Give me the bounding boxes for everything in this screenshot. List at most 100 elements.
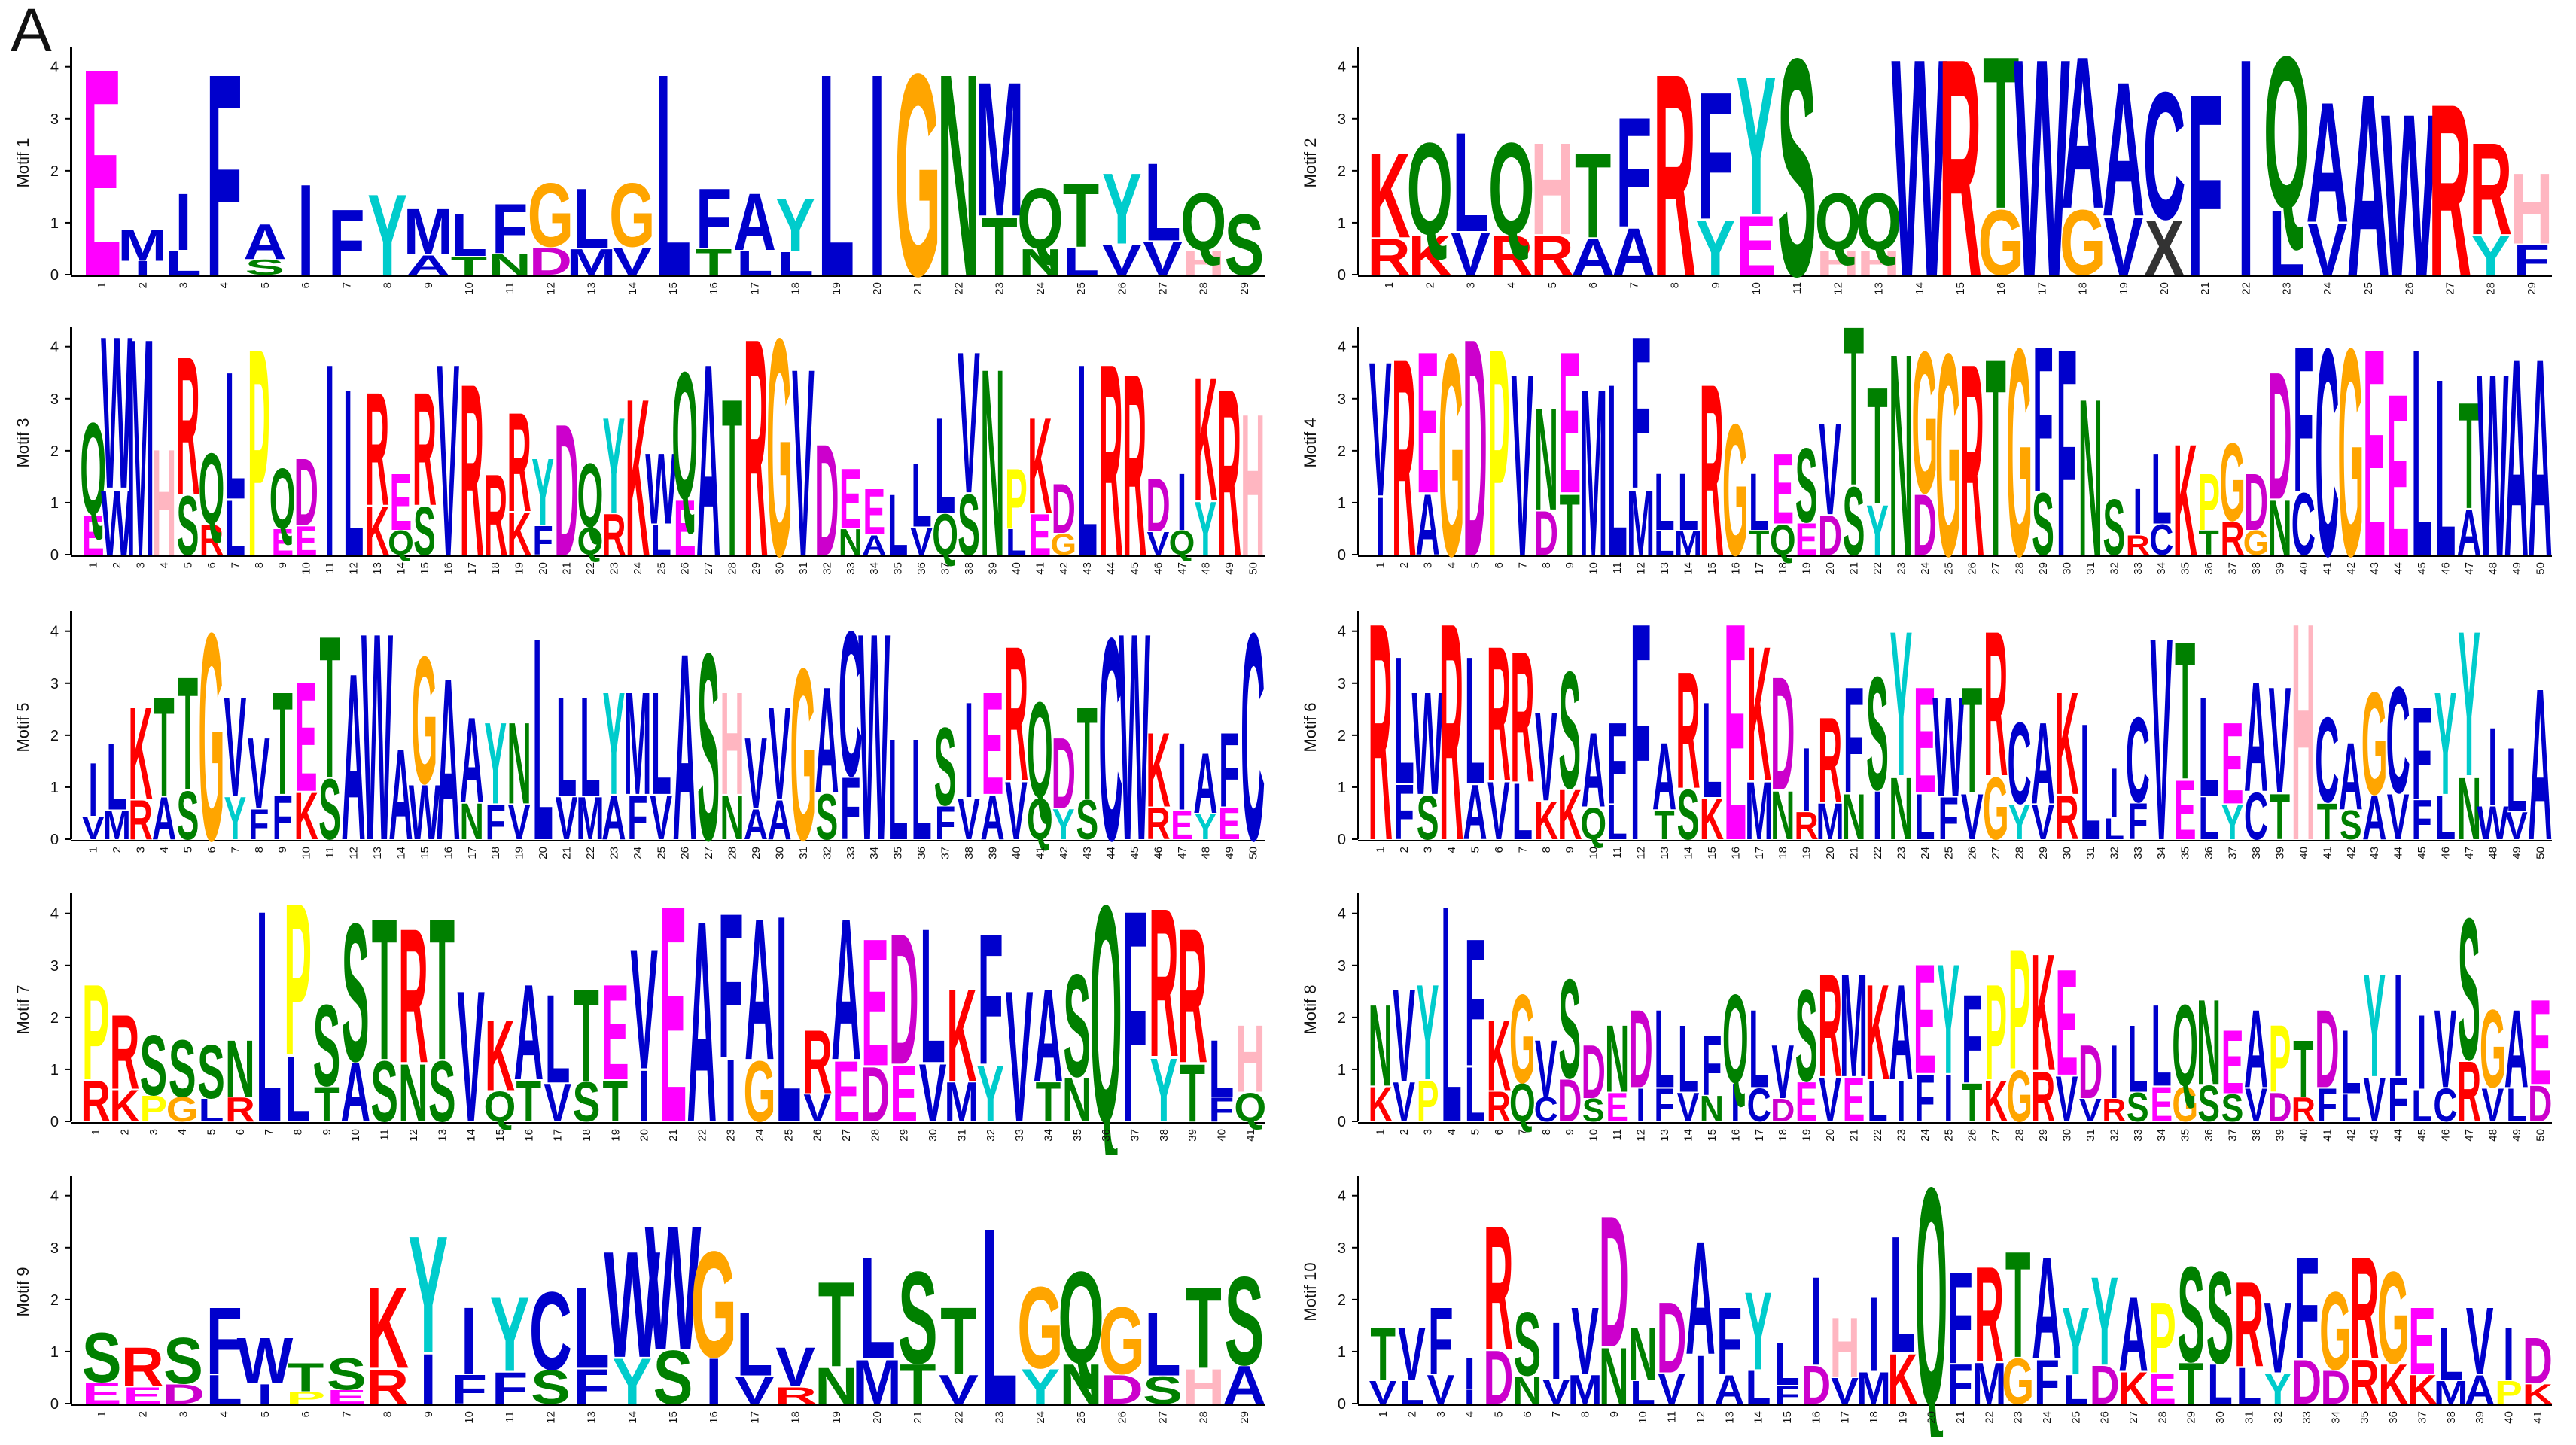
residue-Y: Y [2363,943,2386,1107]
position-label: 7 [1516,1129,1529,1135]
residue-E: E [1606,1085,1628,1130]
residue-S: S [413,494,436,570]
position-label: 45 [2416,847,2428,859]
position-label: 23 [994,282,1006,295]
residue-P: P [1984,955,2007,1108]
residue-R: R [1487,1081,1511,1130]
residue-I: I [2503,1313,2514,1398]
position-label: 45 [1128,562,1141,575]
position-label: 23 [2281,282,2294,295]
position-label: 24 [1034,282,1047,295]
residue-K: K [365,494,389,570]
residue-K: K [485,999,515,1112]
residue-Q: Q [484,1082,516,1130]
residue-R: R [1818,693,1842,829]
residue-M: M [1579,339,1607,589]
residue-E: E [1171,802,1193,848]
residue-F: F [2294,1226,2319,1390]
residue-R: R [365,359,389,540]
residue-R: R [2220,511,2244,565]
residue-Q: Q [1815,177,1862,267]
position-label: 19 [830,1411,843,1424]
position-label: 7 [340,282,353,288]
position-label: 4 [158,847,171,853]
residue-L: L [225,334,245,537]
residue-R: R [81,1069,111,1135]
position-label: 27 [1156,282,1169,295]
position-label: 6 [1493,562,1506,568]
position-label: 44 [2392,562,2405,575]
residue-A: A [767,789,791,852]
residue-I: I [1694,1341,1706,1419]
residue-I: I [2237,30,2254,309]
position-label: 49 [2511,1129,2523,1142]
position-label: 42 [2345,1129,2358,1142]
residue-F: F [1716,1287,1742,1395]
position-label: 36 [2203,562,2215,575]
position-label: 1 [1375,1129,1387,1135]
residue-Q: Q [1017,170,1064,266]
y-tick-label: 4 [50,339,59,356]
residue-V: V [803,1087,831,1130]
y-tick-label: 1 [1338,495,1346,512]
residue-E: E [861,902,889,1105]
residue-R: R [1938,30,1981,309]
position-label: 6 [206,847,218,853]
residue-F: F [1947,1246,1973,1392]
residue-R: R [1177,890,1207,1104]
position-label: 24 [2322,282,2334,295]
residue-Q: Q [1027,787,1053,852]
residue-L: L [1654,523,1674,562]
position-label: 43 [1081,562,1094,575]
residue-T: T [2175,600,2195,820]
residue-T: T [574,963,599,1109]
residue-P: P [248,310,270,589]
position-label: 14 [626,282,639,295]
residue-Y: Y [1020,1359,1060,1415]
residue-V: V [556,784,578,852]
residue-L: L [2268,191,2304,295]
residue-G: G [199,595,225,873]
residue-Y: Y [224,784,246,852]
residue-M: M [1840,943,1868,1107]
y-tick-label: 1 [50,1062,59,1078]
position-label: 6 [300,282,312,288]
residue-A: A [815,656,839,825]
residue-V: V [1677,1085,1700,1130]
residue-V: V [1831,1371,1859,1412]
residue-K: K [1408,224,1451,287]
position-label: 5 [1469,1129,1481,1135]
position-label: 21 [1848,847,1861,859]
residue-E: E [1771,433,1794,546]
position-label: 13 [586,282,598,295]
residue-S: S [1582,1093,1605,1129]
residue-L: L [2151,433,2172,546]
position-label: 21 [2199,282,2212,295]
position-label: 18 [580,1129,593,1142]
position-label: 16 [1729,562,1742,575]
residue-F: F [206,30,242,309]
residue-V: V [1535,687,1557,828]
residue-M: M [975,43,1025,257]
residue-V: V [508,794,531,850]
residue-V: V [224,667,246,826]
residue-A: A [733,177,776,267]
residue-V: V [939,1367,979,1413]
residue-S: S [531,1361,571,1414]
residue-L: L [935,388,955,541]
position-label: 29 [2037,847,2050,859]
position-label: 16 [1729,1129,1742,1142]
residue-A: A [2306,67,2349,259]
residue-R: R [1368,228,1411,286]
residue-G: G [1935,310,1962,589]
residue-R: R [774,1382,817,1409]
position-label: 13 [1658,847,1671,859]
residue-T: T [900,1353,936,1416]
position-label: 5 [181,847,194,853]
residue-S: S [2458,877,2480,1102]
residue-I: I [2393,943,2402,1107]
position-label: 3 [1422,562,1435,568]
position-label: 25 [1075,1411,1088,1424]
residue-A: A [1714,1366,1744,1413]
position-label: 1 [1375,562,1387,568]
